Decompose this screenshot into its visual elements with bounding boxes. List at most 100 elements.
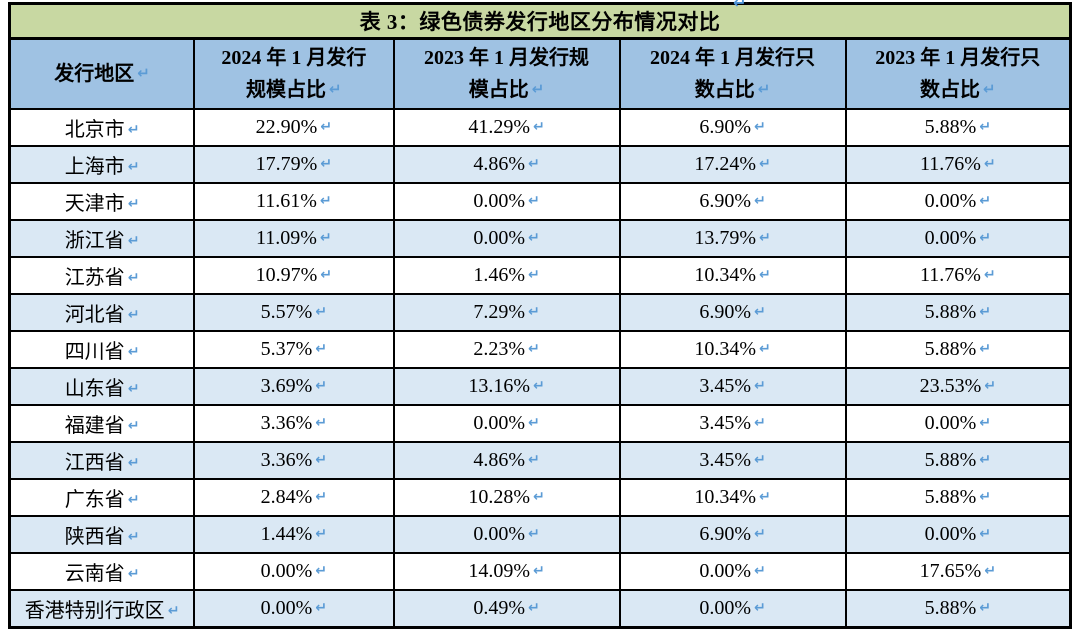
value-cell[interactable]: 6.90% ↵ [618,293,847,332]
value-cell[interactable]: 14.09% ↵ [392,552,621,591]
value-cell[interactable]: 13.16% ↵ [392,367,621,406]
return-mark-icon: ↵ [759,156,771,172]
value-cell[interactable]: 0.00% ↵ [844,219,1072,258]
value-cell[interactable]: 41.29% ↵ [392,108,621,147]
header-cell-2024-count[interactable]: 2024 年 1 月发行只 数占比 ↵ [618,37,847,110]
value-cell[interactable]: 5.57% ↵ [193,293,395,332]
value-cell[interactable]: 0.00% ↵ [193,589,395,629]
region-label: 河北省 [64,304,125,326]
value-cell[interactable]: 0.00% ↵ [844,515,1072,554]
value-cell[interactable]: 5.37% ↵ [193,330,395,369]
value-cell[interactable]: 6.90% ↵ [618,108,847,147]
return-mark-icon: ↵ [754,378,766,394]
value-cell[interactable]: 3.36% ↵ [193,441,395,480]
value-cell[interactable]: 10.34% ↵ [618,256,847,295]
header-label: 2024 年 1 月发行只 数占比 [650,47,816,101]
table-row: 陕西省 ↵ 1.44% ↵ 0.00% ↵ 6.90% ↵ 0.00% ↵ [8,515,1072,554]
table-3: 表 3：绿色债券发行地区分布情况对比 发行地区 ↵ 2024 年 1 月发行 规模… [8,2,1072,629]
return-mark-icon: ↵ [315,304,328,320]
value-cell[interactable]: 11.09% ↵ [193,219,395,258]
value-cell[interactable]: 23.53% ↵ [844,367,1072,406]
value-cell[interactable]: 0.00% ↵ [392,219,621,258]
value-cell[interactable]: 3.45% ↵ [618,441,847,480]
return-mark-icon: ↵ [319,193,332,209]
value-cell[interactable]: 0.00% ↵ [392,515,621,554]
value-cell[interactable]: 3.45% ↵ [618,404,847,443]
value-text: 2.84% [260,486,313,508]
value-cell[interactable]: 7.29% ↵ [392,293,621,332]
header-row: 发行地区 ↵ 2024 年 1 月发行 规模占比 ↵ 2023 年 1 月发行规 模… [8,37,1072,110]
value-text: 5.88% [924,449,977,471]
region-cell[interactable]: 广东省 ↵ [8,478,196,517]
value-cell[interactable]: 5.88% ↵ [844,589,1072,629]
region-cell[interactable]: 北京市 ↵ [8,108,196,147]
value-cell[interactable]: 5.88% ↵ [844,293,1072,332]
region-cell[interactable]: 河北省 ↵ [8,293,196,332]
value-cell[interactable]: 0.00% ↵ [844,182,1072,221]
value-cell[interactable]: 4.86% ↵ [392,441,621,480]
region-cell[interactable]: 四川省 ↵ [8,330,196,369]
value-cell[interactable]: 10.34% ↵ [618,478,847,517]
return-mark-icon: ↵ [979,230,991,246]
value-cell[interactable]: 10.97% ↵ [193,256,395,295]
value-cell[interactable]: 10.34% ↵ [618,330,847,369]
region-cell[interactable]: 江西省 ↵ [8,441,196,480]
return-mark-icon: ↵ [754,304,766,320]
return-mark-icon: ↵ [757,80,771,98]
region-cell[interactable]: 江苏省 ↵ [8,256,196,295]
value-cell[interactable]: 5.88% ↵ [844,441,1072,480]
region-label: 江苏省 [64,267,125,289]
value-cell[interactable]: 0.00% ↵ [618,552,847,591]
region-cell[interactable]: 上海市 ↵ [8,145,196,184]
value-cell[interactable]: 11.61% ↵ [193,182,395,221]
value-cell[interactable]: 17.24% ↵ [618,145,847,184]
value-cell[interactable]: 5.88% ↵ [844,108,1072,147]
value-cell[interactable]: 0.00% ↵ [618,589,847,629]
value-cell[interactable]: 1.46% ↵ [392,256,621,295]
region-cell[interactable]: 陕西省 ↵ [8,515,196,554]
header-cell-2023-count[interactable]: 2023 年 1 月发行只 数占比 ↵ [844,37,1072,110]
value-cell[interactable]: 0.49% ↵ [392,589,621,629]
region-cell[interactable]: 香港特别行政区 ↵ [8,589,196,629]
region-label: 陕西省 [64,526,125,548]
value-cell[interactable]: 0.00% ↵ [392,404,621,443]
value-cell[interactable]: 11.76% ↵ [844,256,1072,295]
region-cell[interactable]: 云南省 ↵ [8,552,196,591]
value-cell[interactable]: 3.69% ↵ [193,367,395,406]
value-cell[interactable]: 5.88% ↵ [844,478,1072,517]
value-text: 0.00% [924,190,977,212]
value-cell[interactable]: 5.88% ↵ [844,330,1072,369]
region-cell[interactable]: 天津市 ↵ [8,182,196,221]
value-cell[interactable]: 2.23% ↵ [392,330,621,369]
value-cell[interactable]: 3.45% ↵ [618,367,847,406]
value-cell[interactable]: 11.76% ↵ [844,145,1072,184]
return-mark-icon: ↵ [979,415,991,431]
value-cell[interactable]: 10.28% ↵ [392,478,621,517]
value-cell[interactable]: 0.00% ↵ [193,552,395,591]
return-mark-icon: ↵ [984,378,996,394]
table-row: 福建省 ↵ 3.36% ↵ 0.00% ↵ 3.45% ↵ 0.00% ↵ [8,404,1072,443]
return-mark-icon: ↵ [984,563,996,579]
region-cell[interactable]: 山东省 ↵ [8,367,196,406]
region-cell[interactable]: 浙江省 ↵ [8,219,196,258]
region-cell[interactable]: 福建省 ↵ [8,404,196,443]
value-cell[interactable]: 17.65% ↵ [844,552,1072,591]
value-text: 0.00% [699,560,751,582]
value-cell[interactable]: 3.36% ↵ [193,404,395,443]
value-cell[interactable]: 2.84% ↵ [193,478,395,517]
value-text: 0.00% [924,523,977,545]
value-cell[interactable]: 4.86% ↵ [392,145,621,184]
value-cell[interactable]: 13.79% ↵ [618,219,847,258]
header-cell-2023-scale[interactable]: 2023 年 1 月发行规 模占比 ↵ [392,37,621,110]
header-cell-region[interactable]: 发行地区 ↵ [8,37,196,110]
value-cell[interactable]: 6.90% ↵ [618,515,847,554]
value-cell[interactable]: 17.79% ↵ [193,145,395,184]
value-text: 11.09% [256,227,317,249]
value-cell[interactable]: 0.00% ↵ [392,182,621,221]
value-cell[interactable]: 6.90% ↵ [618,182,847,221]
value-cell[interactable]: 1.44% ↵ [193,515,395,554]
header-cell-2024-scale[interactable]: 2024 年 1 月发行 规模占比 ↵ [193,37,395,110]
value-cell[interactable]: 22.90% ↵ [193,108,395,147]
value-text: 5.88% [924,116,977,138]
value-cell[interactable]: 0.00% ↵ [844,404,1072,443]
